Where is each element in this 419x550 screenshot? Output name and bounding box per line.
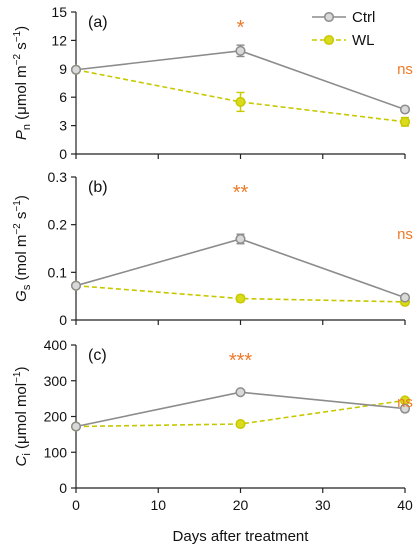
- ylabel-close: ): [13, 366, 30, 371]
- significance-label: ns: [397, 394, 413, 411]
- y-tick-label: 9: [59, 61, 67, 77]
- ylabel-exponent: −1: [12, 371, 23, 383]
- ylabel-subscript: s: [21, 284, 33, 290]
- series-line-wl: [75, 284, 406, 303]
- ylabel-close: ): [13, 195, 30, 200]
- data-point-ctrl: [399, 403, 411, 414]
- ylabel-exponent: −1: [12, 30, 23, 42]
- y-axis-label: Ci (μmol mol−1): [12, 366, 33, 466]
- ylabel-close: ): [13, 26, 30, 31]
- ylabel-units: (mol m: [13, 235, 30, 285]
- y-tick-label: 0: [59, 480, 67, 496]
- ylabel-units-mid: s: [13, 42, 30, 54]
- ylabel-subscript: n: [21, 124, 33, 130]
- panel-label: (b): [88, 179, 108, 196]
- y-tick-label: 0.2: [48, 217, 68, 233]
- legend: Ctrl WL: [312, 9, 375, 49]
- legend-marker: [323, 11, 335, 23]
- series-ctrl: [70, 233, 411, 303]
- significance-label: *: [237, 17, 245, 39]
- legend-entry: WL: [352, 32, 375, 49]
- x-axis-label: Days after treatment: [173, 528, 310, 545]
- x-tick-label: 40: [397, 497, 413, 513]
- series-wl: [70, 395, 411, 432]
- y-tick-label: 0.1: [48, 264, 68, 280]
- data-point-ctrl: [70, 280, 82, 291]
- data-point-wl: [235, 96, 246, 107]
- ylabel-symbol: P: [13, 130, 30, 140]
- panel-label: (a): [88, 14, 108, 31]
- y-tick-label: 100: [44, 444, 68, 460]
- y-tick-label: 15: [51, 4, 67, 20]
- y-axis-label: Pn (μmol m−2 s−1): [12, 26, 33, 140]
- series-ctrl: [70, 387, 411, 432]
- significance-label: ns: [397, 61, 413, 78]
- x-tick-label: 0: [72, 497, 80, 513]
- data-point-ctrl: [235, 45, 246, 56]
- y-axis-label: Gs (mol m−2 s−1): [12, 195, 33, 302]
- x-tick-label: 10: [150, 497, 166, 513]
- ylabel-exponent: −2: [12, 223, 23, 235]
- data-point-wl: [399, 116, 411, 127]
- y-tick-label: 0: [59, 146, 67, 162]
- ylabel-units-mid: s: [13, 212, 30, 224]
- y-tick-label: 0: [59, 312, 67, 328]
- y-tick-label: 400: [44, 337, 68, 353]
- series-wl: [70, 280, 411, 307]
- data-point-wl: [235, 418, 246, 430]
- ylabel-symbol: C: [13, 456, 30, 467]
- ylabel-exponent: −2: [12, 54, 23, 66]
- data-point-ctrl: [399, 292, 411, 303]
- legend-marker: [323, 34, 335, 46]
- significance-label: ***: [229, 350, 253, 372]
- data-point-ctrl: [70, 64, 82, 75]
- significance-label: **: [233, 182, 249, 204]
- data-point-wl: [235, 293, 246, 304]
- y-tick-label: 200: [44, 409, 68, 425]
- panel-2: 00.10.20.3(b)Gs (mol m−2 s−1) **ns: [12, 169, 413, 328]
- x-tick-label: 20: [233, 497, 249, 513]
- ylabel-units: (μmol m: [13, 65, 30, 124]
- panel-label: (c): [88, 347, 107, 364]
- significance-label: ns: [397, 226, 413, 243]
- ylabel-exponent: −1: [12, 200, 23, 212]
- data-point-ctrl: [235, 233, 246, 245]
- panel-3: 0 100 200 300 400 0 10 20 30 40 (c) Ci (μmol mol−1)…: [12, 337, 413, 545]
- y-tick-label: 0.3: [48, 169, 68, 185]
- data-point-ctrl: [70, 421, 82, 432]
- ylabel-units: (μmol mol: [13, 383, 30, 453]
- data-point-ctrl: [399, 104, 411, 115]
- legend-entry: Ctrl: [352, 9, 375, 26]
- ylabel-symbol: G: [13, 290, 30, 302]
- ylabel-subscript: i: [21, 453, 33, 455]
- x-tick-label: 30: [315, 497, 331, 513]
- y-tick-label: 6: [59, 89, 67, 105]
- series-wl: [70, 64, 411, 127]
- y-tick-label: 3: [59, 118, 67, 134]
- y-tick-label: 12: [51, 32, 67, 48]
- data-point-ctrl: [235, 387, 246, 398]
- series-ctrl: [70, 44, 411, 115]
- y-tick-label: 300: [44, 373, 68, 389]
